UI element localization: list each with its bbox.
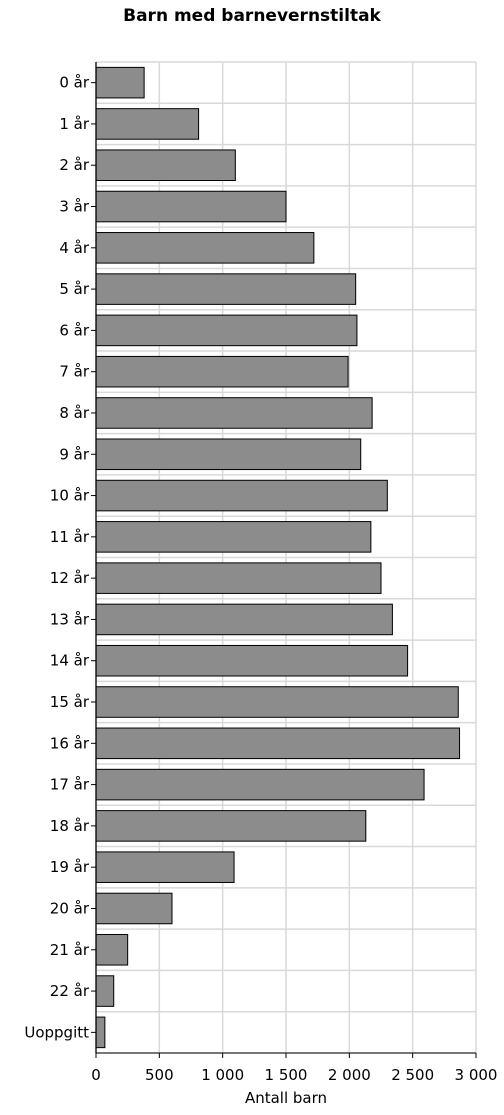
y-tick-label: 4 år [59, 239, 90, 257]
y-tick-label: 21 år [50, 941, 90, 959]
bar [95, 521, 372, 553]
bar [95, 438, 362, 471]
bar [95, 768, 425, 801]
bar [95, 603, 393, 636]
y-tick-label: 16 år [50, 734, 90, 752]
x-tick-label: 3 000 [455, 1066, 498, 1084]
y-tick-label: 13 år [50, 610, 90, 628]
y-tick-label: 17 år [50, 776, 90, 794]
y-tick-label: 2 år [59, 156, 90, 174]
bar [95, 1016, 106, 1049]
y-tick-label: 19 år [50, 858, 90, 876]
bar [95, 479, 388, 512]
y-tick-label: 22 år [50, 982, 90, 1000]
y-tick-label: 9 år [59, 445, 90, 463]
bar [95, 232, 315, 264]
y-tick-label: 6 år [59, 321, 90, 339]
y-tick-label: 3 år [59, 198, 90, 216]
x-tick-label: 1 000 [201, 1066, 244, 1084]
bar [95, 190, 287, 223]
y-tick-label: 0 år [59, 74, 90, 92]
bar [95, 108, 200, 140]
bar [95, 397, 373, 429]
bar [95, 810, 367, 842]
bar [95, 66, 145, 99]
y-tick-label: 20 år [50, 899, 90, 917]
y-tick-label: 5 år [59, 280, 90, 298]
y-tick-label: 7 år [59, 363, 90, 381]
bar [95, 933, 129, 966]
bar [95, 727, 461, 760]
bar [95, 355, 349, 388]
bar [95, 851, 235, 883]
x-tick-label: 2 000 [328, 1066, 371, 1084]
bar [95, 644, 409, 677]
bar [95, 892, 173, 925]
y-tick-label: 1 år [59, 115, 90, 133]
y-tick-label: 18 år [50, 817, 90, 835]
y-tick-label: Uoppgitt [24, 1023, 89, 1041]
chart-title: Barn med barnevernstiltak [123, 6, 381, 26]
y-tick-label: 11 år [50, 528, 90, 546]
bar [95, 975, 115, 1007]
x-tick-label: 500 [145, 1066, 174, 1084]
x-tick-label: 2 500 [391, 1066, 434, 1084]
bar [95, 273, 357, 305]
bar [95, 314, 358, 347]
bar [95, 149, 236, 182]
y-tick-label: 15 år [50, 693, 90, 711]
x-tick-label: 0 [91, 1066, 101, 1084]
bar [95, 686, 459, 718]
y-tick-label: 8 år [59, 404, 90, 422]
bar [95, 562, 382, 594]
y-tick-label: 10 år [50, 487, 90, 505]
y-tick-label: 14 år [50, 652, 90, 670]
y-tick-label: 12 år [50, 569, 90, 587]
x-axis-label: Antall barn [245, 1089, 327, 1107]
x-tick-label: 1 500 [265, 1066, 308, 1084]
